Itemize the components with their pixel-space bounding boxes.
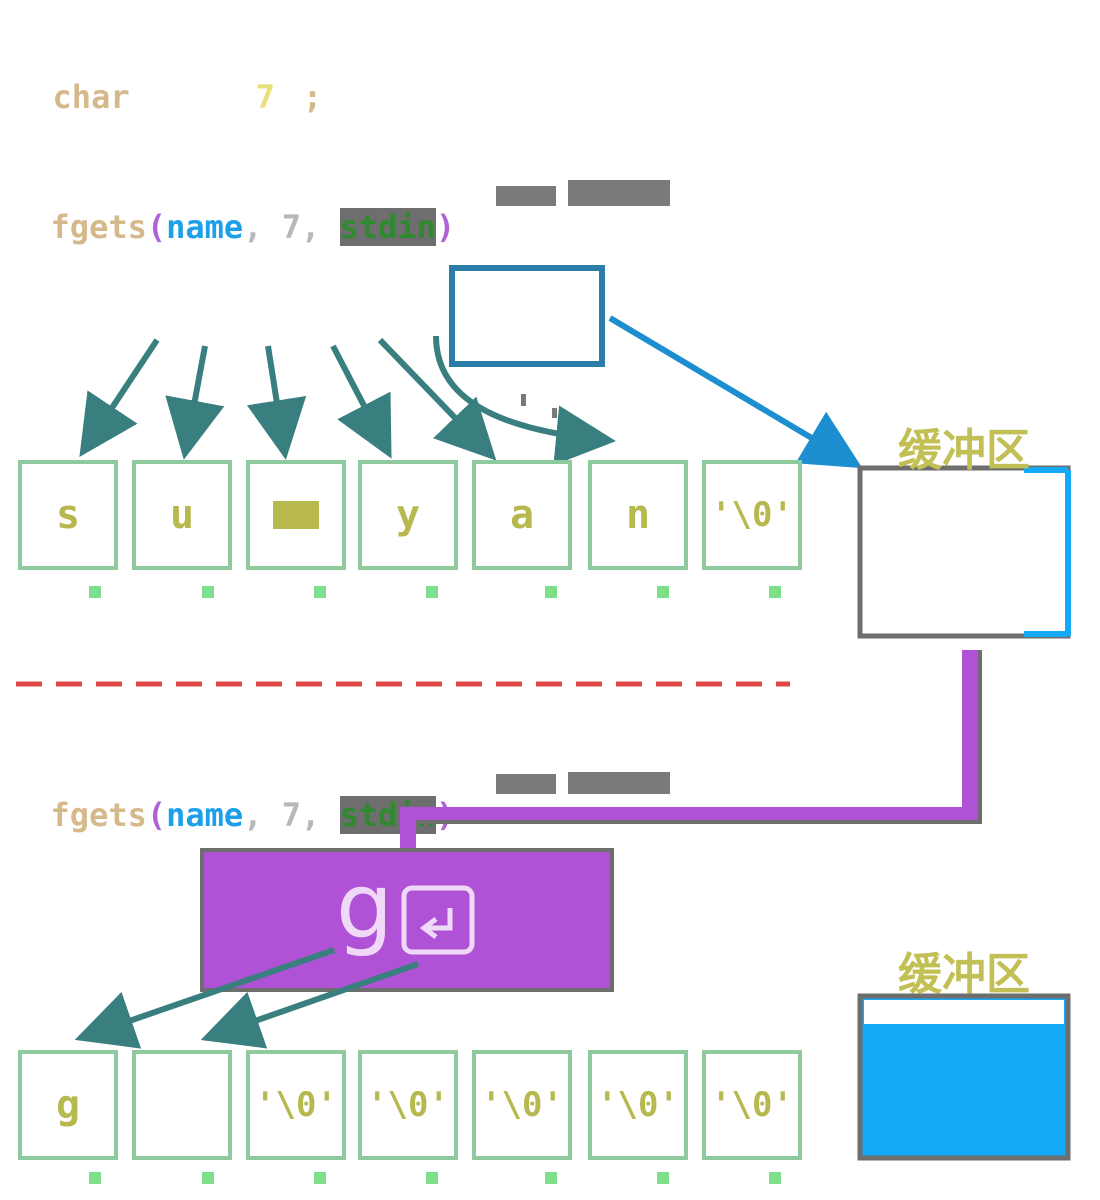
arg-name: name: [166, 796, 244, 834]
tick-mark: [552, 408, 557, 418]
arrow-to-newline: [200, 961, 419, 1049]
function-name: fgets: [50, 796, 147, 834]
index-marker: [657, 1172, 669, 1184]
arrow-to-a: [377, 337, 497, 461]
arg-name: name: [166, 208, 244, 246]
array-cell: g: [18, 1050, 118, 1160]
arg-stdin: stdin: [339, 208, 436, 246]
array-cell: s: [18, 460, 118, 570]
arrow-to-space: [246, 345, 307, 460]
arrow-to-u: [165, 345, 225, 460]
char-arrows-row1: [79, 335, 616, 466]
arrow-to-n: [433, 335, 616, 466]
array-cell: '\0': [358, 1050, 458, 1160]
array-size: 7: [255, 78, 275, 116]
index-marker: [202, 586, 214, 598]
comma: ,: [243, 796, 263, 834]
open-paren: (: [146, 796, 167, 834]
arrow-to-buffer: [608, 315, 863, 469]
input-box: [449, 265, 605, 367]
index-marker: [426, 1172, 438, 1184]
buffer-box-1: [857, 465, 1071, 639]
index-marker: [769, 1172, 781, 1184]
comma: ,: [300, 208, 321, 246]
index-marker: [769, 586, 781, 598]
close-paren: ): [435, 208, 456, 246]
input-char: g: [336, 854, 394, 959]
open-paren: (: [146, 208, 167, 246]
arg-size: 7: [281, 796, 301, 834]
statement-end: ;: [302, 78, 323, 116]
fgets-call-1: fgets(name, 7, stdin): [12, 170, 455, 246]
array-cell: y: [358, 460, 458, 570]
array-cell-newline: [132, 1050, 232, 1160]
index-marker: [314, 1172, 326, 1184]
function-name: fgets: [50, 208, 147, 246]
index-marker: [202, 1172, 214, 1184]
array-cell: u: [132, 460, 232, 570]
arg-size: 7: [281, 208, 301, 246]
index-marker: [657, 586, 669, 598]
array-cell: a: [472, 460, 572, 570]
declaration-line: char 7;: [14, 40, 323, 116]
buffer-label: 缓冲区: [898, 949, 1030, 1000]
array-cell-space: [246, 460, 346, 570]
array-cell: '\0': [588, 1050, 688, 1160]
index-marker: [545, 586, 557, 598]
index-marker: [314, 586, 326, 598]
array-cell: '\0': [472, 1050, 572, 1160]
index-marker: [89, 586, 101, 598]
index-marker: [89, 1172, 101, 1184]
array-cell: '\0': [702, 460, 802, 570]
comment-block-1: [496, 178, 670, 208]
enter-key-icon: [401, 885, 475, 955]
buffer-connector: [400, 650, 978, 850]
comment-block-2: [496, 766, 670, 796]
arrow-to-s: [79, 338, 160, 457]
comma: ,: [243, 208, 263, 246]
input-panel: [200, 848, 614, 992]
array-cell: n: [588, 460, 688, 570]
array-cell: '\0': [702, 1050, 802, 1160]
type-keyword: char: [52, 78, 130, 116]
index-marker: [426, 586, 438, 598]
index-marker: [545, 1172, 557, 1184]
buffer-label: 缓冲区: [898, 425, 1030, 476]
arrow-to-y: [330, 344, 392, 459]
tick-mark: [521, 394, 526, 406]
comma: ,: [300, 796, 321, 834]
array-cell: '\0': [246, 1050, 346, 1160]
